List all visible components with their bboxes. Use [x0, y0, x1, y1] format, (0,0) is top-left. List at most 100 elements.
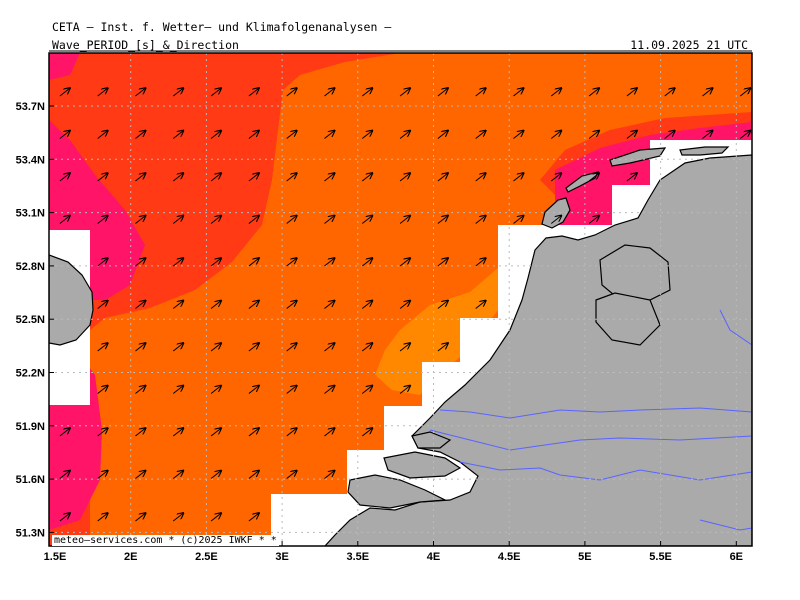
wave-arrow	[59, 470, 70, 479]
wave-arrow	[399, 215, 410, 224]
wave-arrow	[664, 88, 675, 97]
lon-tick-label: 2E	[124, 551, 137, 563]
wave-arrow	[702, 88, 712, 97]
wave-arrow	[361, 130, 372, 139]
wave-arrow	[475, 300, 486, 309]
wave-arrow	[361, 385, 372, 394]
wave-arrow	[324, 130, 334, 139]
wave-arrow	[399, 258, 410, 267]
wave-arrow	[210, 385, 221, 394]
wave-arrow	[172, 130, 183, 139]
wave-arrow	[172, 428, 183, 437]
wave-arrow	[97, 343, 108, 352]
wave-arrow	[626, 88, 637, 97]
wave-arrow	[59, 215, 70, 224]
lon-tick-label: 3E	[275, 551, 288, 563]
lat-tick-label: 51.6N	[16, 474, 45, 486]
valid-time: 11.09.2025 21 UTC	[630, 38, 748, 52]
wave-arrow	[172, 385, 183, 394]
wave-arrow	[550, 173, 561, 182]
wave-arrow	[437, 258, 448, 267]
wave-arrow	[437, 215, 448, 224]
sea-magenta-zone-islands	[555, 122, 752, 230]
wave-arrow	[286, 258, 297, 267]
wave-arrow	[286, 173, 297, 182]
lat-tick-label: 52.2N	[16, 368, 45, 380]
walcheren-island	[347, 474, 448, 509]
wave-arrow	[324, 300, 334, 309]
flevoland-polder	[595, 292, 661, 346]
wave-arrow	[135, 215, 145, 224]
wave-arrow	[664, 130, 675, 139]
wave-arrow	[399, 88, 410, 97]
wave-arrow	[399, 173, 410, 182]
wave-arrow	[588, 88, 599, 97]
wave-direction-arrows	[59, 88, 751, 522]
wave-arrow	[210, 470, 221, 479]
wave-arrow	[626, 130, 637, 139]
wave-arrow	[361, 215, 372, 224]
institute-title: CETA — Inst. f. Wetter— und Klimafolgena…	[52, 20, 392, 34]
wave-arrow	[361, 258, 372, 267]
wave-arrow	[437, 130, 448, 139]
wave-arrow	[248, 215, 259, 224]
wave-arrow	[399, 300, 410, 309]
england-landmass	[49, 254, 94, 346]
map-credit: meteo—services.com * (c)2025 IWKF * *	[52, 535, 279, 546]
wave-arrow	[361, 343, 372, 352]
wave-arrow	[588, 130, 599, 139]
lon-tick-label: 5E	[578, 551, 591, 563]
wave-arrow	[172, 300, 183, 309]
wave-arrow	[135, 258, 145, 267]
wave-arrow	[248, 513, 259, 522]
wave-arrow	[475, 173, 486, 182]
wave-arrow	[248, 428, 259, 437]
wave-arrow	[210, 513, 221, 522]
wave-arrow	[475, 130, 486, 139]
ameland-island	[679, 146, 730, 156]
wave-arrow	[135, 300, 145, 309]
lon-tick-label: 3.5E	[346, 551, 369, 563]
wave-arrow	[59, 173, 70, 182]
wave-arrow	[210, 300, 221, 309]
lat-tick-label: 53.1N	[16, 208, 45, 220]
wave-arrow	[399, 385, 410, 394]
wave-arrow	[437, 88, 448, 97]
schouwen-island	[383, 451, 462, 479]
wave-arrow	[135, 513, 145, 522]
lon-tick-label: 4E	[427, 551, 440, 563]
wave-arrow	[399, 343, 410, 352]
wave-arrow	[172, 343, 183, 352]
wave-arrow	[286, 343, 297, 352]
wave-arrow	[135, 385, 145, 394]
wave-arrow	[135, 173, 145, 182]
wave-arrow	[172, 470, 183, 479]
wave-arrow	[97, 173, 108, 182]
lat-tick-label: 53.4N	[16, 154, 45, 166]
wave-arrow	[135, 343, 145, 352]
wave-arrow	[324, 258, 334, 267]
wave-arrow	[475, 215, 486, 224]
wave-arrow	[172, 513, 183, 522]
wave-arrow	[97, 215, 108, 224]
wave-arrow	[210, 88, 221, 97]
longitude-ticks: 1.5E 2E 2.5E 3E 3.5E 4E 4.5E 5E 5.5E 6E	[44, 541, 743, 563]
wave-arrow	[286, 470, 297, 479]
goeree-island	[411, 431, 452, 449]
wave-arrow	[361, 173, 372, 182]
sea-red-zone	[49, 53, 400, 546]
wave-arrow	[59, 130, 70, 139]
lat-tick-label: 52.5N	[16, 314, 45, 326]
wave-arrow	[739, 130, 750, 139]
wave-arrow	[324, 428, 334, 437]
wave-arrow	[135, 428, 145, 437]
wave-arrow	[97, 300, 108, 309]
wave-arrow	[324, 215, 334, 224]
wave-arrow	[286, 385, 297, 394]
wave-arrow	[437, 173, 448, 182]
wave-arrow	[97, 258, 108, 267]
wave-arrow	[248, 258, 259, 267]
wave-arrow	[59, 428, 70, 437]
sea-magenta-zone-north-edge	[49, 53, 80, 80]
